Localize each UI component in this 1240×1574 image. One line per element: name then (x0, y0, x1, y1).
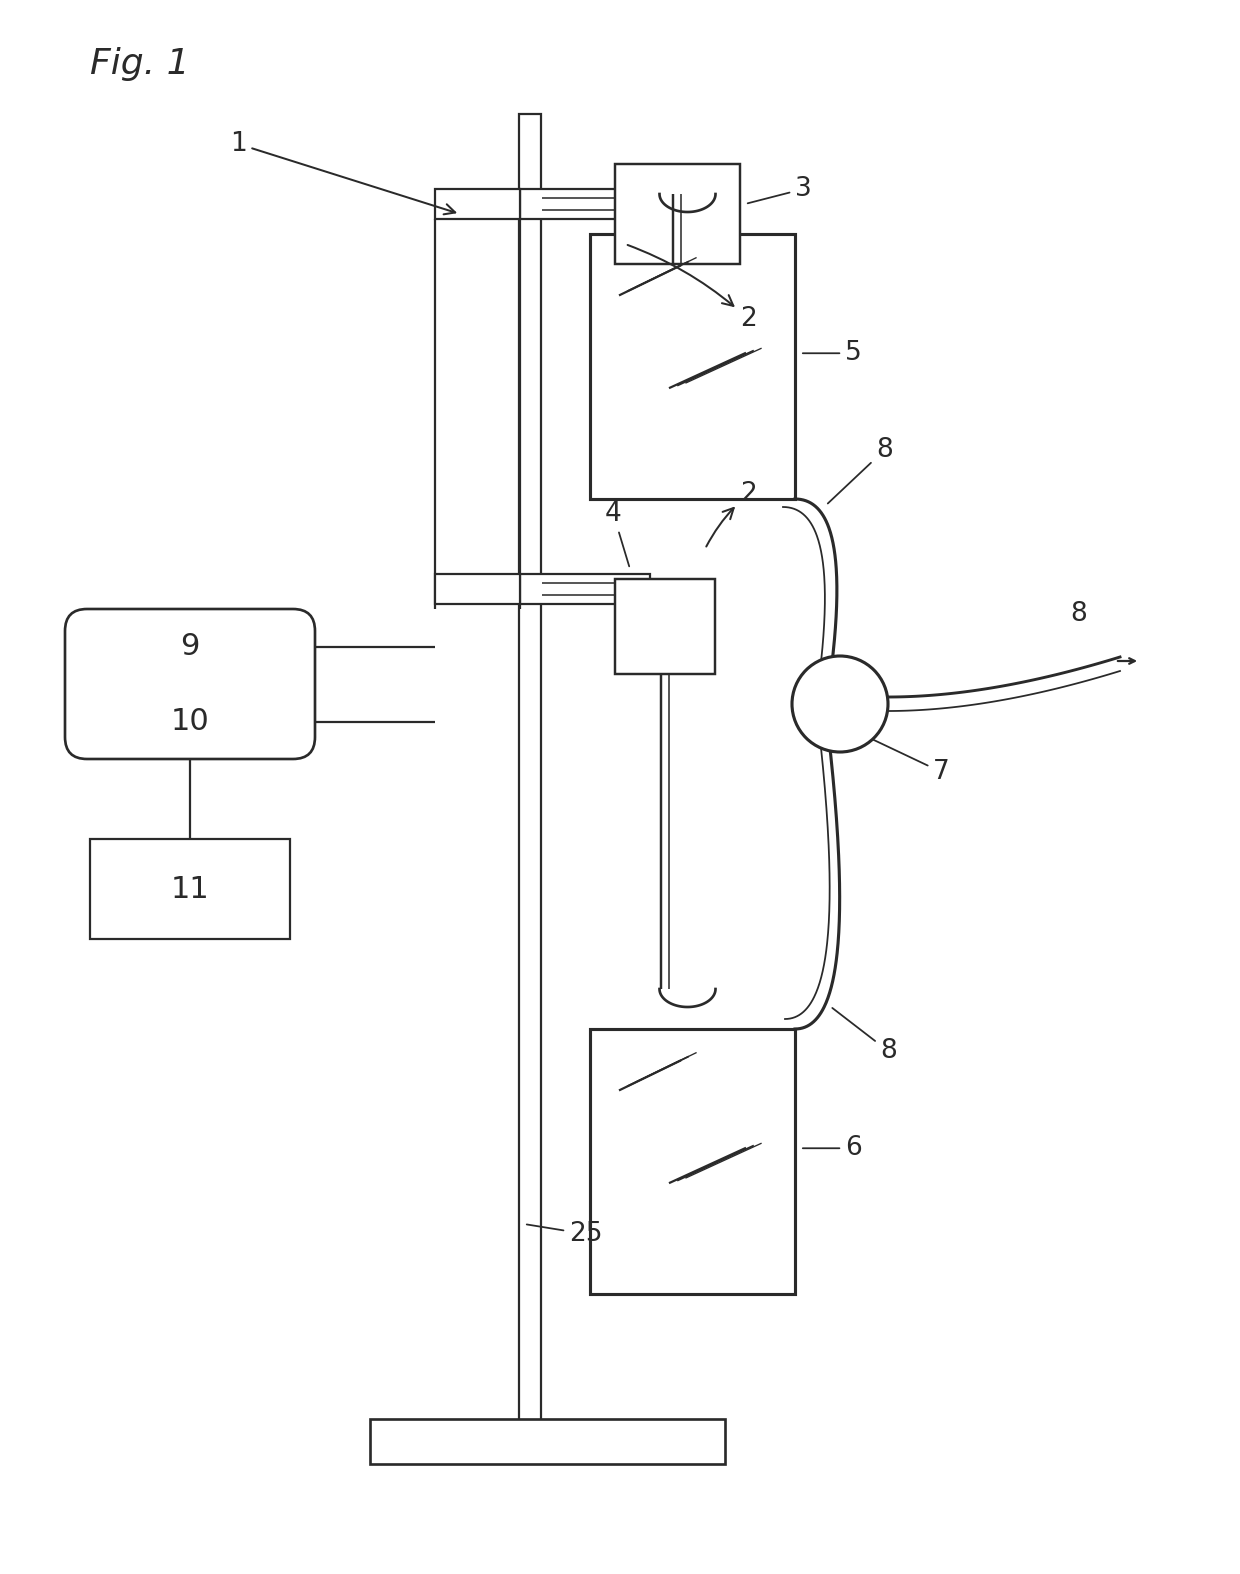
Text: 9: 9 (180, 633, 200, 661)
Text: Fig. 1: Fig. 1 (91, 47, 190, 80)
Text: 3: 3 (748, 176, 812, 203)
Text: 6: 6 (802, 1135, 862, 1162)
Bar (590, 235, 795, 499)
Bar (435, 189, 520, 219)
Text: 8: 8 (832, 1007, 897, 1064)
Text: 7: 7 (872, 738, 950, 785)
Bar (91, 839, 290, 940)
Text: 8: 8 (828, 438, 893, 504)
Circle shape (792, 656, 888, 752)
Text: 4: 4 (605, 501, 629, 567)
Text: 1: 1 (229, 131, 455, 214)
Text: 8: 8 (1070, 601, 1086, 626)
Text: 11: 11 (171, 875, 210, 903)
Bar (520, 189, 694, 219)
Text: 2: 2 (707, 482, 756, 546)
Bar (615, 164, 740, 264)
Bar (520, 575, 650, 604)
Bar (590, 1029, 795, 1294)
Text: 10: 10 (171, 707, 210, 737)
Bar (370, 1420, 725, 1464)
Text: 2: 2 (627, 246, 756, 332)
Bar (435, 575, 520, 604)
Bar (520, 113, 541, 1429)
FancyBboxPatch shape (64, 609, 315, 759)
Text: 5: 5 (802, 340, 862, 367)
Text: 25: 25 (527, 1221, 603, 1247)
Bar (615, 579, 715, 674)
